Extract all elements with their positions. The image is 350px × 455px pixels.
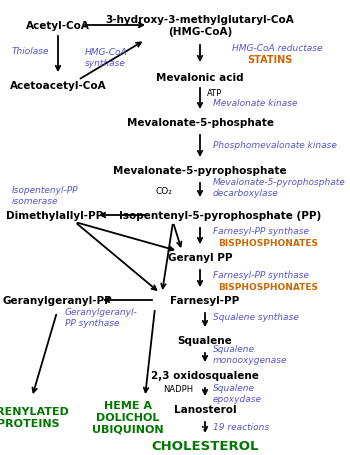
Text: Dimethylallyl-PP: Dimethylallyl-PP <box>6 211 104 221</box>
Text: HMG-CoA
synthase: HMG-CoA synthase <box>85 48 128 67</box>
Text: Squalene
monooxygenase: Squalene monooxygenase <box>213 344 287 364</box>
Text: 2,3 oxidosqualene: 2,3 oxidosqualene <box>151 370 259 380</box>
Text: BISPHOSPHONATES: BISPHOSPHONATES <box>218 283 318 292</box>
Text: Phosphomevalonate kinase: Phosphomevalonate kinase <box>213 141 337 150</box>
Text: CO₂: CO₂ <box>155 186 172 195</box>
Text: Farnesyl-PP synthase: Farnesyl-PP synthase <box>213 226 309 235</box>
Text: Squalene: Squalene <box>177 335 232 345</box>
Text: 3-hydroxy-3-methylglutaryl-CoA
(HMG-CoA): 3-hydroxy-3-methylglutaryl-CoA (HMG-CoA) <box>106 15 294 37</box>
Text: HMG-CoA reductase: HMG-CoA reductase <box>232 43 322 52</box>
Text: Acetoacetyl-CoA: Acetoacetyl-CoA <box>10 81 106 91</box>
Text: Geranylgeranyl-PP: Geranylgeranyl-PP <box>2 295 112 305</box>
Text: BISPHOSPHONATES: BISPHOSPHONATES <box>218 238 318 247</box>
Text: Mevalonate-5-pyrophosphate: Mevalonate-5-pyrophosphate <box>113 166 287 176</box>
Text: ATP: ATP <box>207 89 222 98</box>
Text: Mevalonic acid: Mevalonic acid <box>156 73 244 83</box>
Text: Mevalonate-5-pyrophosphate
decarboxylase: Mevalonate-5-pyrophosphate decarboxylase <box>213 178 346 197</box>
Text: HEME A
DOLICHOL
UBIQUINON: HEME A DOLICHOL UBIQUINON <box>92 400 164 434</box>
Text: PRENYLATED
PROTEINS: PRENYLATED PROTEINS <box>0 406 69 428</box>
Text: Thiolase: Thiolase <box>12 46 49 56</box>
Text: Lanosterol: Lanosterol <box>174 404 236 414</box>
Text: NADPH: NADPH <box>163 384 193 394</box>
Text: Farnesyl-PP synthase: Farnesyl-PP synthase <box>213 271 309 280</box>
Text: 19 reactions: 19 reactions <box>213 423 269 431</box>
Text: CHOLESTEROL: CHOLESTEROL <box>151 440 259 453</box>
Text: Mevalonate kinase: Mevalonate kinase <box>213 99 298 108</box>
Text: Isopentenyl-5-pyrophosphate (PP): Isopentenyl-5-pyrophosphate (PP) <box>119 211 321 221</box>
Text: Acetyl-CoA: Acetyl-CoA <box>26 21 90 31</box>
Text: Mevalonate-5-phosphate: Mevalonate-5-phosphate <box>126 118 273 128</box>
Text: Geranyl PP: Geranyl PP <box>168 253 232 263</box>
Text: Squalene
epoxydase: Squalene epoxydase <box>213 384 262 403</box>
Text: Squalene synthase: Squalene synthase <box>213 313 299 322</box>
Text: Isopentenyl-PP
isomerase: Isopentenyl-PP isomerase <box>12 186 78 205</box>
Text: Farnesyl-PP: Farnesyl-PP <box>170 295 240 305</box>
Text: Geranylgeranyl-
PP synthase: Geranylgeranyl- PP synthase <box>65 308 138 327</box>
Text: STATINS: STATINS <box>247 55 292 65</box>
